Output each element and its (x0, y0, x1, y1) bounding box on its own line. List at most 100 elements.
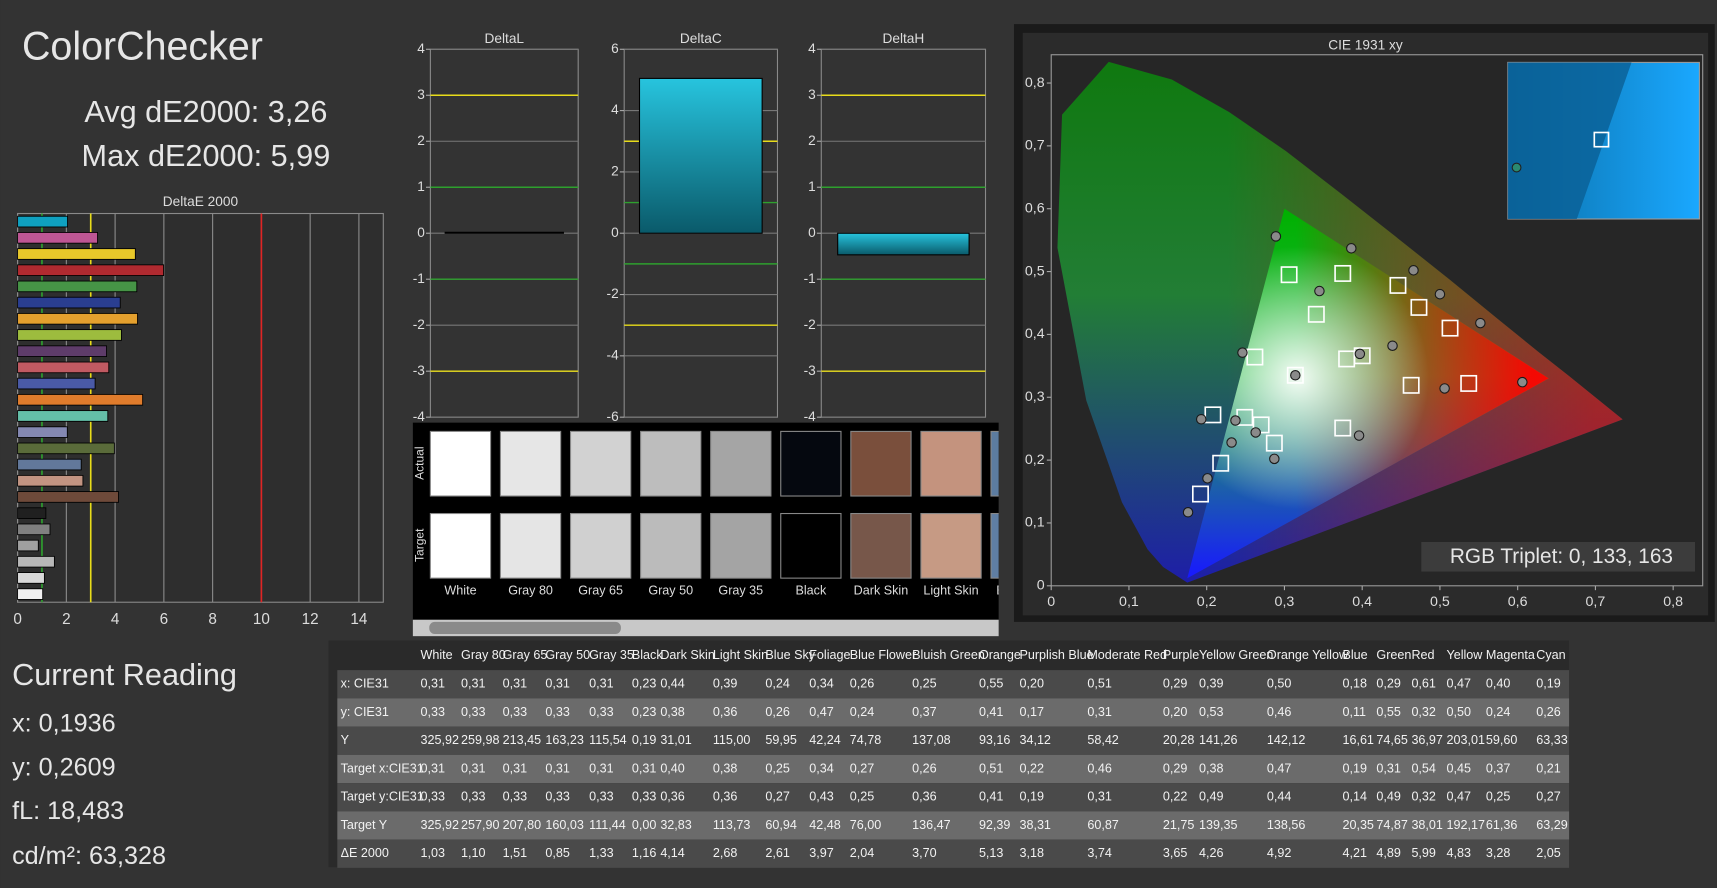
y-tick-label: -2 (607, 286, 619, 301)
table-cell: 0,31 (1087, 790, 1111, 804)
column-header: Purple (1163, 648, 1199, 662)
swatch-label: Gray 65 (578, 584, 623, 598)
reading-title: Current Reading (12, 658, 237, 692)
table-cell: 0,61 (1411, 677, 1435, 691)
actual-point (1346, 243, 1357, 254)
actual-point (1182, 507, 1194, 518)
table-cell: 0,31 (545, 677, 569, 691)
table-cell: 0,38 (660, 705, 684, 719)
y-tick-label: 0,3 (1025, 389, 1045, 405)
actual-swatch (710, 430, 772, 497)
x-tick-label: 0,5 (1430, 594, 1450, 610)
gamut-triangle (1187, 208, 1549, 579)
table-cell: 0,37 (912, 705, 936, 719)
table-cell: 0,47 (1267, 761, 1291, 775)
table-cell: 2,61 (765, 846, 789, 860)
table-cell: 0,47 (1446, 677, 1470, 691)
table-cell: 0,33 (503, 790, 527, 804)
table-cell: 5,13 (979, 846, 1003, 860)
table-cell: 0,25 (765, 761, 789, 775)
swatch-label: Gray 80 (508, 584, 553, 598)
actual-point (1475, 317, 1486, 329)
column-header: Gray 80 (461, 648, 506, 662)
table-cell: 0,55 (979, 677, 1003, 691)
actual-point (1353, 430, 1365, 441)
table-cell: 0,29 (1376, 677, 1400, 691)
target-point (1252, 416, 1270, 434)
actual-point (1408, 265, 1419, 276)
actual-swatch (990, 430, 999, 497)
table-cell: 0,85 (545, 846, 569, 860)
table-cell: 325,92 (421, 818, 459, 832)
x-tick-label: 8 (208, 611, 217, 628)
table-row (337, 698, 1570, 727)
target-point (1441, 319, 1459, 337)
table-cell: 0,40 (660, 761, 684, 775)
table-cell: 160,03 (545, 818, 583, 832)
cie-title: CIE 1931 xy (1328, 38, 1403, 53)
table-cell: 115,54 (589, 733, 627, 747)
table-row (337, 783, 1570, 812)
table-cell: 0,40 (1486, 677, 1510, 691)
x-tick-label: 14 (350, 611, 368, 628)
zoom-region (1507, 62, 1632, 219)
table-cell: 4,14 (660, 846, 684, 860)
table-cell: 3,74 (1087, 846, 1111, 860)
y-tick-label: 2 (417, 133, 425, 148)
table-cell: 4,26 (1199, 846, 1223, 860)
actual-point (1290, 370, 1301, 381)
bar (17, 588, 44, 600)
column-header: Red (1411, 648, 1434, 662)
target-point (1212, 454, 1230, 472)
table-cell: 63,33 (1536, 733, 1567, 747)
target-point (1307, 305, 1325, 323)
bar (17, 539, 39, 552)
y-tick-label: -4 (804, 409, 817, 424)
target-swatch (920, 512, 982, 579)
target-swatch (780, 512, 842, 579)
bar (837, 232, 970, 256)
table-cell: 0,27 (765, 790, 789, 804)
table-cell: 136,47 (912, 818, 950, 832)
target-swatch (990, 512, 999, 579)
bar (17, 312, 138, 325)
x-tick-label: 2 (62, 611, 71, 628)
table-cell: 138,56 (1267, 818, 1305, 832)
target-point (1246, 348, 1264, 366)
swatch-label: Dark Skin (854, 584, 909, 598)
table-cell: 0,22 (1019, 761, 1043, 775)
table-row (337, 726, 1570, 755)
actual-point (1434, 288, 1446, 300)
y-tick-label: -3 (804, 363, 816, 378)
y-tick-label: 0,7 (1025, 138, 1045, 154)
table-cell: 203,01 (1446, 733, 1484, 747)
actual-swatch (569, 430, 632, 497)
table-cell: 0,00 (632, 818, 656, 832)
table-cell: 0,33 (545, 705, 569, 719)
table-cell: 0,32 (1411, 790, 1435, 804)
table-cell: 2,04 (850, 846, 874, 860)
column-header: Gray 65 (503, 648, 548, 662)
table-cell: 0,20 (1163, 705, 1187, 719)
table-cell: 0,39 (713, 677, 737, 691)
actual-point (1226, 437, 1237, 448)
actual-point (1269, 453, 1280, 465)
table-cell: 36,97 (1411, 733, 1442, 747)
cie-marks: 0 0,1 0,2 0,3 0,4 0,5 0,6 0,7 0,8 0 0,1 0,2 0,3 0,4 0,… (1025, 75, 1683, 610)
table-cell: 163,23 (545, 733, 583, 747)
table-cell: 0,38 (1199, 761, 1223, 775)
x-tick-label: 0,3 (1275, 594, 1295, 610)
table-cell: 1,33 (589, 846, 613, 860)
table-cell: 63,29 (1536, 818, 1567, 832)
table-cell: 142,12 (1267, 733, 1305, 747)
table-cell: 0,29 (1163, 677, 1187, 691)
actual-point (1230, 415, 1241, 426)
app-title: ColorChecker (22, 25, 263, 69)
scrollbar-thumb[interactable] (429, 621, 621, 634)
target-swatch (429, 512, 492, 579)
table-cell: 1,03 (421, 846, 445, 860)
table-cell: 5,99 (1411, 846, 1435, 860)
table-cell: 3,18 (1019, 846, 1043, 860)
actual-point (1237, 347, 1248, 358)
actual-point (1439, 383, 1450, 394)
